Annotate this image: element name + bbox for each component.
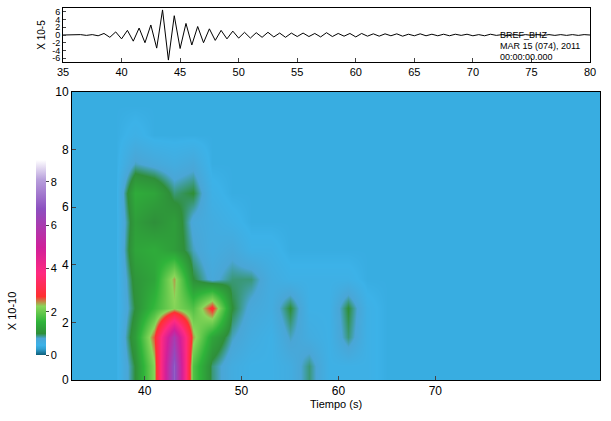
svg-text:55: 55 [291, 66, 303, 78]
svg-text:X 10-10: X 10-10 [6, 292, 18, 331]
svg-text:2: 2 [62, 316, 69, 330]
svg-text:0: 0 [55, 30, 60, 40]
svg-text:40: 40 [138, 384, 152, 398]
svg-text:-4: -4 [52, 46, 60, 56]
svg-text:40: 40 [115, 66, 127, 78]
svg-text:4: 4 [51, 262, 57, 274]
svg-text:35: 35 [57, 66, 69, 78]
svg-text:8: 8 [51, 176, 57, 188]
svg-text:2: 2 [51, 306, 57, 318]
svg-text:00:00:00.000: 00:00:00.000 [500, 52, 553, 62]
svg-text:60: 60 [332, 384, 346, 398]
svg-text:70: 70 [467, 66, 479, 78]
svg-text:-6: -6 [52, 53, 60, 63]
svg-text:-2: -2 [52, 38, 60, 48]
svg-text:BREF_BHZ: BREF_BHZ [500, 30, 548, 40]
svg-text:45: 45 [174, 66, 186, 78]
svg-text:50: 50 [235, 384, 249, 398]
svg-text:2: 2 [55, 22, 60, 32]
svg-text:10: 10 [55, 85, 69, 99]
svg-text:6: 6 [55, 7, 60, 17]
svg-text:65: 65 [408, 66, 420, 78]
svg-text:MAR 15 (074), 2011: MAR 15 (074), 2011 [500, 41, 580, 51]
svg-text:4: 4 [62, 258, 69, 272]
svg-text:6: 6 [51, 219, 57, 231]
svg-text:80: 80 [584, 66, 596, 78]
svg-text:0: 0 [51, 349, 57, 361]
svg-text:75: 75 [525, 66, 537, 78]
svg-text:6: 6 [62, 200, 69, 214]
svg-text:8: 8 [62, 143, 69, 157]
svg-text:50: 50 [233, 66, 245, 78]
svg-text:60: 60 [350, 66, 362, 78]
svg-text:4: 4 [55, 15, 60, 25]
svg-text:Tiempo (s): Tiempo (s) [310, 398, 362, 410]
svg-text:X 10-5: X 10-5 [36, 20, 47, 50]
svg-text:70: 70 [429, 384, 443, 398]
svg-text:0: 0 [62, 373, 69, 387]
